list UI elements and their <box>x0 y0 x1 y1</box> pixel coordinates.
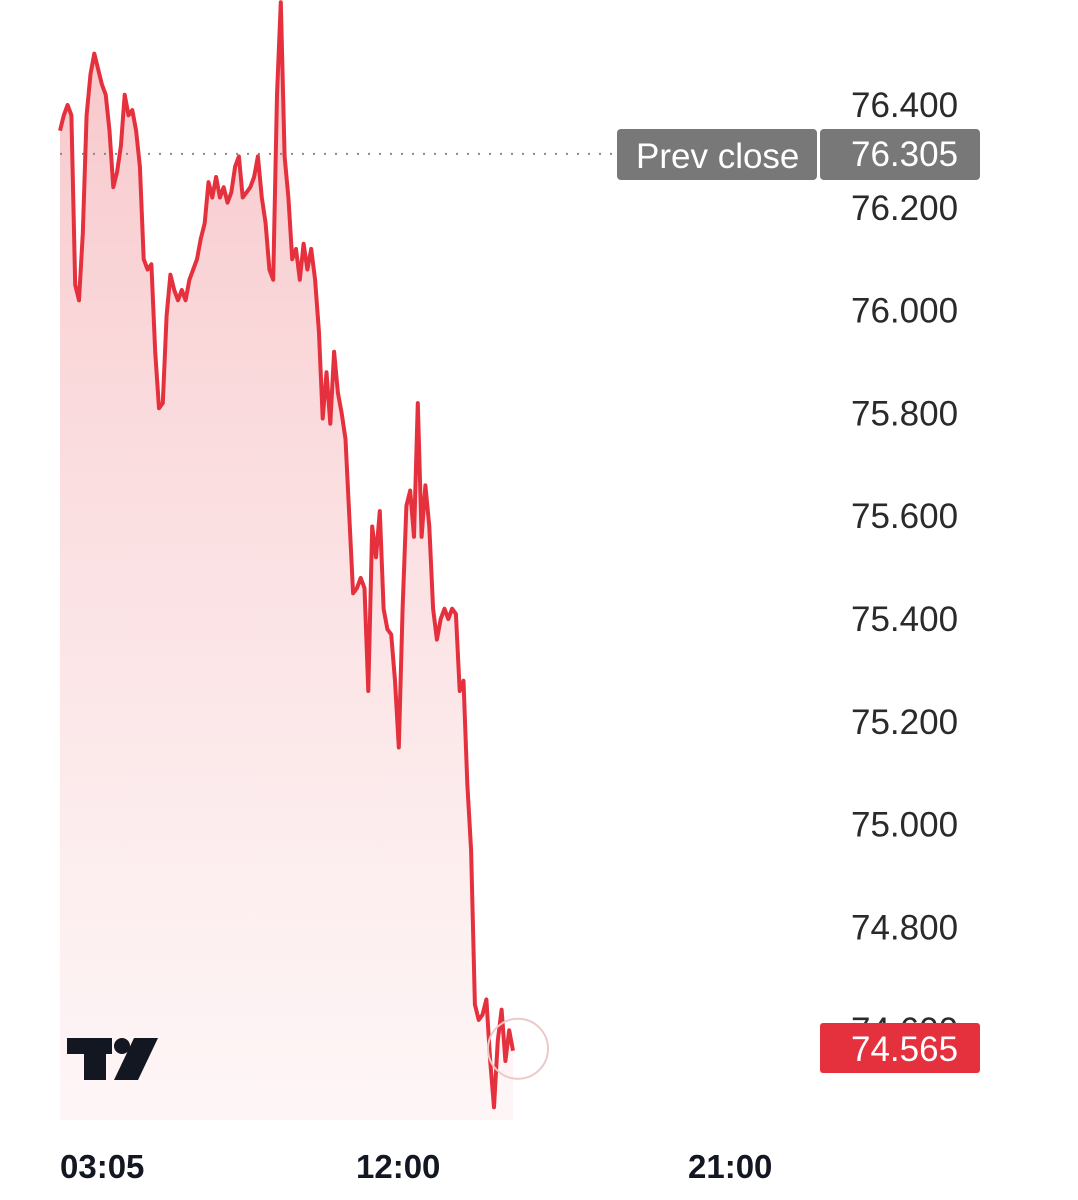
prev-close-badge: Prev close 76.305 <box>617 129 980 180</box>
last-point-marker <box>487 1017 549 1080</box>
area-layer <box>60 2 513 1121</box>
y-tick-label: 75.800 <box>851 394 958 433</box>
y-tick-label: 75.200 <box>851 703 958 742</box>
y-tick-label: 76.200 <box>851 189 958 228</box>
prev-close-value: 76.305 <box>851 135 958 174</box>
last-price-badge-bg <box>820 1023 980 1073</box>
prev-close-label: Prev close <box>636 137 799 176</box>
y-axis: 76.400 76.200 76.000 75.800 75.600 75.400 75.2… <box>851 86 958 1050</box>
price-line <box>58 0 515 1110</box>
tradingview-logo-icon <box>67 1038 158 1080</box>
x-tick-label: 03:05 <box>60 1148 144 1185</box>
y-tick-label: 75.600 <box>851 497 958 536</box>
price-area <box>60 2 513 1121</box>
y-tick-label: 75.000 <box>851 806 958 845</box>
prev-close-badge-value-bg <box>820 129 980 180</box>
y-tick-label: 76.400 <box>851 86 958 125</box>
y-tick-label: 74.800 <box>851 908 958 947</box>
x-axis: 03:05 12:00 21:00 <box>60 1148 772 1185</box>
x-tick-label: 12:00 <box>356 1148 440 1185</box>
line-layer <box>58 0 515 1110</box>
x-tick-label: 21:00 <box>688 1148 772 1185</box>
y-tick-label: 76.000 <box>851 292 958 331</box>
y-tick-label: 75.400 <box>851 600 958 639</box>
last-price-badge: 74.565 <box>820 1023 980 1073</box>
last-price-value: 74.565 <box>851 1030 958 1069</box>
prev-close-badge-label-bg <box>617 129 817 180</box>
